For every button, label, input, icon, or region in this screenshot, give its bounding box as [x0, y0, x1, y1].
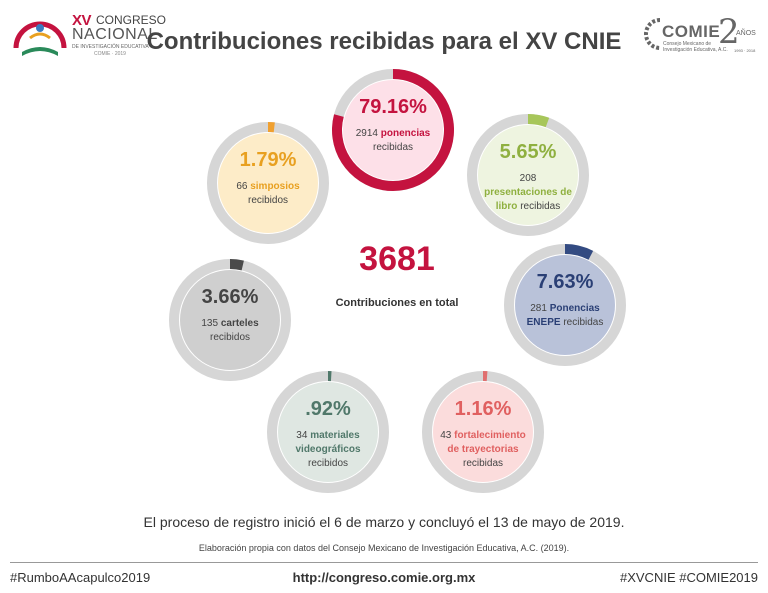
source-note: Elaboración propia con datos del Consejo…: [198, 543, 570, 553]
page-title: Contribuciones recibidas para el XV CNIE: [146, 28, 622, 55]
circle-fill-simposios: [218, 133, 318, 233]
hashtags-congreso: #XVCNIE #COMIE2019: [619, 570, 758, 585]
ring-arc-ponencias: [332, 69, 454, 191]
pct-label-ponencias: 79.16%: [359, 96, 427, 118]
footer-divider: [10, 562, 758, 563]
ring-arc-enepe: [564, 244, 594, 260]
circle-fill-ponencias: [343, 80, 443, 180]
desc-label-fortalecimiento: 43 fortalecimiento de trayectorias recibid…: [440, 430, 526, 469]
comie-logo: COMIE Consejo Mexicano de Investigación …: [636, 12, 758, 58]
circle-label-enepe: 7.63% 281 Ponencias ENEPE recibidas: [515, 271, 615, 330]
pct-label-carteles: 3.66%: [201, 286, 259, 308]
website-link[interactable]: http://congreso.comie.org.mx: [292, 570, 476, 585]
circle-fill-videograficos: [278, 382, 378, 482]
ring-arc-libro: [527, 114, 550, 128]
circle-label-videograficos: .92% 34 materiales videográficos recibidos: [278, 398, 378, 471]
logo-comie-sub2: Investigación Educativa, A.C.: [663, 47, 728, 53]
logo-comie: COMIE: [662, 22, 721, 41]
desc-label-ponencias: 2914 ponencias recibidas: [355, 128, 431, 153]
pct-label-libro: 5.65%: [499, 141, 557, 163]
pct-label-enepe: 7.63%: [536, 271, 594, 293]
total-label: Contribuciones en total: [335, 297, 459, 309]
circle-label-ponencias: 79.16% 2914 ponencias recibidas: [343, 96, 443, 155]
registration-note: El proceso de registro inició el 6 de ma…: [143, 514, 625, 530]
comie-emblem-icon: [644, 18, 661, 50]
pct-label-fortalecimiento: 1.16%: [454, 398, 512, 420]
logo-congreso: CONGRESO: [96, 13, 167, 27]
hashtag-rumbo: #RumboAAcapulco2019: [10, 570, 151, 585]
desc-label-carteles: 135 carteles recibidos: [201, 318, 259, 343]
logo-years: 1993 · 2018: [734, 48, 756, 53]
desc-label-libro: 208 presentaciones de libro recibidas: [484, 173, 572, 212]
logo-nacional: NACIONAL: [72, 26, 158, 43]
logo-subtitle: DE INVESTIGACIÓN EDUCATIVA: [72, 44, 149, 50]
desc-label-simposios: 66 simposios recibidos: [236, 181, 300, 206]
circle-fill-enepe: [515, 255, 615, 355]
desc-label-videograficos: 34 materiales videográficos recibidos: [295, 430, 361, 469]
desc-label-enepe: 281 Ponencias ENEPE recibidas: [526, 303, 604, 328]
logo-subtitle-2: COMIE · 2019: [94, 51, 126, 57]
pct-label-videograficos: .92%: [305, 398, 351, 420]
circle-fill-carteles: [180, 270, 280, 370]
circle-label-libro: 5.65% 208 presentaciones de libro recibidas: [478, 141, 578, 214]
pct-label-simposios: 1.79%: [239, 149, 297, 171]
logo-comie-sub1: Consejo Mexicano de: [663, 41, 712, 47]
congreso-emblem-icon: [13, 21, 67, 56]
circle-label-fortalecimiento: 1.16% 43 fortalecimiento de trayectorias re…: [433, 398, 533, 471]
total-value: 3681: [359, 240, 435, 278]
logo-anos: AÑOS: [736, 30, 756, 37]
congreso-logo: XV CONGRESO NACIONAL DE INVESTIGACIÓN ED…: [10, 8, 166, 60]
circle-fill-fortalecimiento: [433, 382, 533, 482]
logo-xv: XV: [72, 12, 92, 29]
circle-label-carteles: 3.66% 135 carteles recibidos: [180, 286, 280, 345]
ring-arc-carteles: [229, 259, 244, 271]
circle-fill-libro: [478, 125, 578, 225]
logo-anniversary-number: 2: [718, 12, 740, 52]
circle-label-simposios: 1.79% 66 simposios recibidos: [218, 149, 318, 208]
